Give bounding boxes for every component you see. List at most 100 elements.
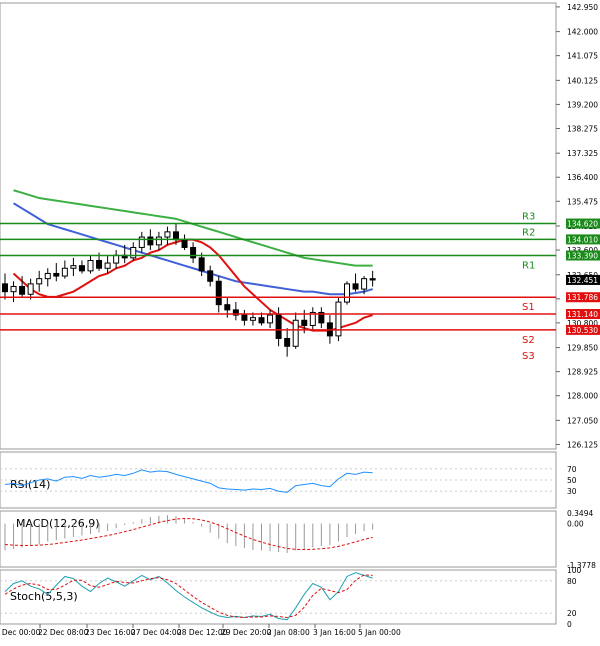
candle xyxy=(70,257,77,277)
candle xyxy=(36,270,43,292)
candle-body xyxy=(352,283,359,290)
macd-tick-label: 0.3494 xyxy=(567,509,593,518)
price-tick-label: 142.950 xyxy=(567,3,598,12)
time-tick-label: 21 Dec 00:00 xyxy=(0,628,41,637)
candle-body xyxy=(335,301,342,337)
level-name-label: S1 xyxy=(522,302,535,313)
level-price-box xyxy=(566,309,600,320)
candle-body xyxy=(181,239,188,248)
level-price-label: 133.390 xyxy=(567,252,598,261)
candle xyxy=(284,328,291,357)
macd-pane: MACD(12,26,9) 0.3494 0.00 -1.3778 xyxy=(0,509,596,570)
price-tick-label: 129.850 xyxy=(567,344,598,353)
price-tick-label: 138.275 xyxy=(567,124,598,133)
candle-body xyxy=(198,257,205,272)
level-name-label: S3 xyxy=(522,351,535,362)
candle-body xyxy=(361,278,368,290)
candle-body xyxy=(70,265,77,269)
candle-body xyxy=(53,272,60,277)
price-tick-label: 139.200 xyxy=(567,100,598,109)
candle xyxy=(352,273,359,292)
level-price-box xyxy=(566,324,600,335)
price-tick-label: 128.925 xyxy=(567,368,598,377)
rsi-line xyxy=(4,469,373,493)
candle-body xyxy=(249,317,256,321)
time-tick-label: 5 Jan 00:00 xyxy=(358,628,401,637)
price-tick-label: 141.075 xyxy=(567,52,598,61)
rsi-tick-label: 50 xyxy=(567,476,577,485)
level-price-label: 131.786 xyxy=(567,293,598,302)
price-tick-label: 126.125 xyxy=(567,440,598,449)
candle xyxy=(292,312,299,349)
candle-body xyxy=(87,259,94,272)
candle-body xyxy=(258,317,265,324)
candle xyxy=(87,255,94,274)
candle-body xyxy=(207,270,214,282)
candle-body xyxy=(2,283,8,293)
candle-body xyxy=(78,265,85,272)
rsi-tick-label: 70 xyxy=(567,465,577,474)
candle-body xyxy=(318,311,325,324)
candle xyxy=(44,268,51,287)
candle-body xyxy=(292,319,299,347)
candle xyxy=(104,255,111,274)
stoch-tick-label: 20 xyxy=(567,609,577,618)
candle xyxy=(53,263,60,282)
stoch-label: Stoch(5,5,3) xyxy=(10,590,78,603)
level-price-label: 130.530 xyxy=(567,326,598,335)
candle xyxy=(241,309,248,326)
time-tick-label: 27 Dec 04:00 xyxy=(131,628,182,637)
candle-body xyxy=(369,278,376,281)
price-tick-label: 136.400 xyxy=(567,173,598,182)
candle-body xyxy=(284,337,291,347)
time-tick-label: 22 Dec 08:00 xyxy=(38,628,89,637)
candle-body xyxy=(96,259,103,269)
candle-body xyxy=(155,236,162,246)
candle xyxy=(232,302,239,321)
candle-body xyxy=(10,285,17,293)
ma-line-blue xyxy=(13,202,373,296)
candle-body xyxy=(113,254,120,264)
macd-tick-label: 0.00 xyxy=(567,520,584,529)
price-tick-label: 130.800 xyxy=(567,319,598,328)
macd-signal-line xyxy=(4,517,373,551)
candle-body xyxy=(36,278,43,285)
macd-label: MACD(12,26,9) xyxy=(16,517,100,530)
rsi-label: RSI(14) xyxy=(10,478,50,491)
candle xyxy=(61,260,68,279)
candle-body xyxy=(130,246,137,259)
stoch-pane: Stoch(5,5,3) 100 80 20 0 xyxy=(0,566,582,629)
current-price-label: 132.451 xyxy=(567,276,598,285)
candle xyxy=(164,226,171,245)
time-tick-label: 3 Jan 16:00 xyxy=(313,628,356,637)
time-tick-label: 28 Dec 12:00 xyxy=(177,628,228,637)
candle-body xyxy=(267,314,274,324)
stoch-k-line xyxy=(4,572,373,621)
candle xyxy=(78,260,85,274)
candle xyxy=(130,242,137,261)
level-price-box xyxy=(566,250,600,261)
candle-body xyxy=(344,283,350,303)
rsi-tick-label: 30 xyxy=(567,487,577,496)
stoch-tick-label: 100 xyxy=(567,566,582,575)
level-name-label: R2 xyxy=(522,227,535,238)
candle-body xyxy=(27,283,34,295)
price-tick-label: 128.000 xyxy=(567,392,598,401)
rsi-pane: RSI(14) 70 50 30 xyxy=(0,451,577,509)
price-tick-label: 140.125 xyxy=(567,76,598,85)
candle-body xyxy=(232,309,239,316)
price-tick-label: 137.325 xyxy=(567,149,598,158)
candle-body xyxy=(215,280,222,306)
candle xyxy=(155,231,162,251)
price-tick-label: 127.050 xyxy=(567,416,598,425)
price-tick-label: 135.475 xyxy=(567,197,598,206)
candle-body xyxy=(44,272,51,280)
level-price-label: 131.140 xyxy=(567,310,598,319)
candle-body xyxy=(164,231,171,238)
stoch-tick-label: 0 xyxy=(567,620,572,629)
candle xyxy=(2,273,8,300)
candle xyxy=(267,309,274,329)
candle xyxy=(215,276,222,313)
